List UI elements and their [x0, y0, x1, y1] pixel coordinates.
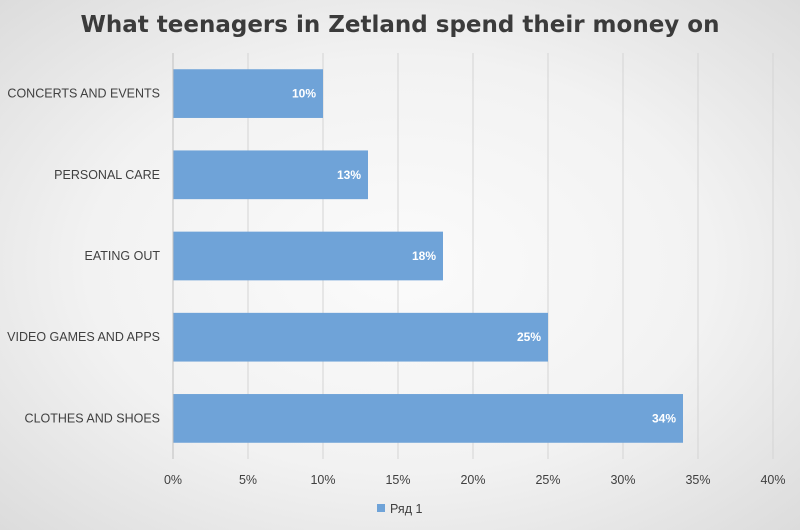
bar	[173, 69, 323, 118]
data-label: 18%	[412, 249, 436, 263]
x-axis-ticks: 0% 5% 10% 15% 20% 25% 30% 35% 40%	[164, 473, 786, 487]
category-label: PERSONAL CARE	[54, 168, 160, 182]
legend-swatch	[377, 504, 385, 512]
category-label: EATING OUT	[85, 249, 161, 263]
x-tick-label: 35%	[685, 473, 710, 487]
data-label: 25%	[517, 330, 541, 344]
chart-title: What teenagers in Zetland spend their mo…	[81, 12, 720, 38]
x-tick-label: 30%	[610, 473, 635, 487]
category-label: VIDEO GAMES AND APPS	[7, 330, 160, 344]
legend: Ряд 1	[377, 502, 422, 516]
x-tick-label: 40%	[760, 473, 785, 487]
x-tick-label: 0%	[164, 473, 182, 487]
category-label: CONCERTS AND EVENTS	[7, 87, 160, 101]
bars: 10% 13% 18% 25% 34%	[173, 69, 683, 443]
x-tick-label: 5%	[239, 473, 257, 487]
bar	[173, 312, 548, 362]
x-tick-label: 20%	[460, 473, 485, 487]
legend-label: Ряд 1	[390, 502, 422, 516]
category-label: CLOTHES AND SHOES	[25, 411, 160, 425]
x-tick-label: 25%	[535, 473, 560, 487]
bar	[173, 231, 443, 281]
x-tick-label: 10%	[310, 473, 335, 487]
data-label: 34%	[652, 411, 676, 425]
bar	[173, 394, 683, 443]
data-label: 10%	[292, 87, 316, 101]
x-tick-label: 15%	[385, 473, 410, 487]
data-label: 13%	[337, 168, 361, 182]
bar	[173, 150, 368, 200]
category-labels: CONCERTS AND EVENTS PERSONAL CARE EATING O…	[7, 87, 160, 426]
